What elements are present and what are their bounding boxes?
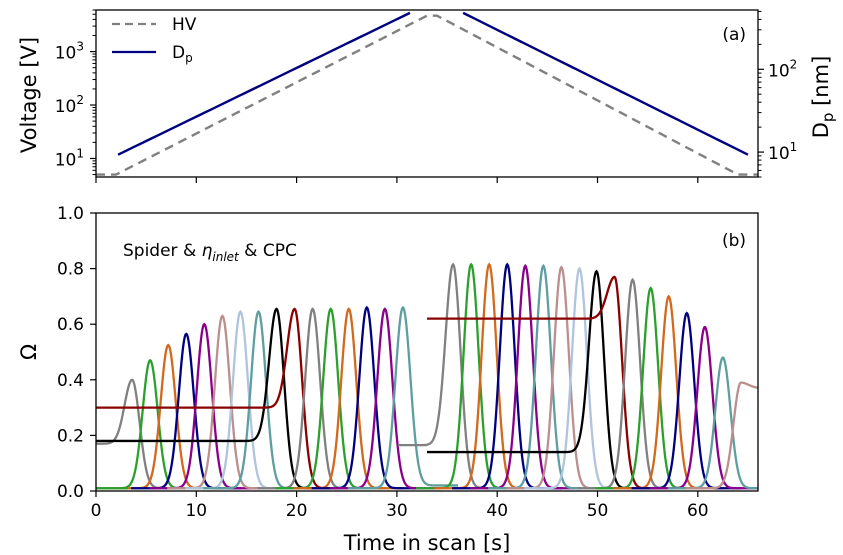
series-hv-line [96, 14, 758, 176]
panel-b-frame [95, 212, 759, 492]
panel-b-ytick-label: 0.4 [57, 371, 84, 391]
panel-b-xtick-label: 50 [587, 501, 609, 521]
panel-b-xtick-label: 40 [486, 501, 508, 521]
panel-a-frame [95, 9, 759, 178]
panel-b-xtick-label: 0 [91, 501, 102, 521]
panel-b-ytick-label: 0.8 [57, 260, 84, 280]
panel-b-xtick-label: 30 [386, 501, 408, 521]
panel-b-series [96, 262, 758, 490]
panel-b-xlabel: Time in scan [s] [343, 531, 511, 555]
panel-b-ytick-label: 0.2 [57, 426, 84, 446]
panel-a-label: (a) [722, 25, 746, 45]
panel-b-xtick-label: 60 [687, 501, 709, 521]
legend-hv-label: HV [172, 15, 197, 35]
legend-dp-label: Dp [172, 43, 193, 65]
panel-b-ytick-label: 0.6 [57, 315, 84, 335]
panel-a-legend: HV Dp [112, 15, 197, 65]
peak-curve-32 [667, 356, 758, 490]
panel-b-xtick-label: 20 [286, 501, 308, 521]
panel-b-ylabel: Ω [17, 344, 41, 360]
panel-a-series [96, 11, 758, 176]
panel-b: 0 10 20 30 40 50 60 0.0 0.2 0.4 0.6 0.8 1.0 (b) Spid… [17, 204, 759, 555]
panel-a-ytick-label: 102 [55, 93, 84, 117]
panel-a-y2label: Dp [nm] [809, 56, 837, 139]
panel-b-ytick-label: 0.0 [57, 482, 84, 502]
panel-b-ytick-label: 1.0 [57, 204, 84, 224]
peak-curve-31 [649, 325, 758, 490]
panel-b-xtick-label: 10 [185, 501, 207, 521]
peak-curve-16 [347, 305, 459, 490]
peak-curve-33 [685, 381, 758, 490]
panel-a-ytick-label: 101 [55, 146, 84, 170]
panel-b-label: (b) [722, 231, 746, 251]
panel-b-annotation: Spider & ηinlet & CPC [123, 241, 297, 264]
panel-a-y2tick-label: 102 [768, 57, 797, 81]
series-dp-line-2 [462, 11, 749, 156]
panel-a-ytick-label: 103 [55, 40, 84, 64]
panel-a-ticks: 101 102 103 101 102 [55, 9, 797, 183]
panel-a-ylabel: Voltage [V] [17, 37, 41, 153]
panel-b-ticks: 0 10 20 30 40 50 60 0.0 0.2 0.4 0.6 0.8 1.0 [57, 204, 709, 521]
series-dp-line-1 [117, 11, 411, 156]
panel-a-y2tick-label: 101 [768, 140, 797, 164]
